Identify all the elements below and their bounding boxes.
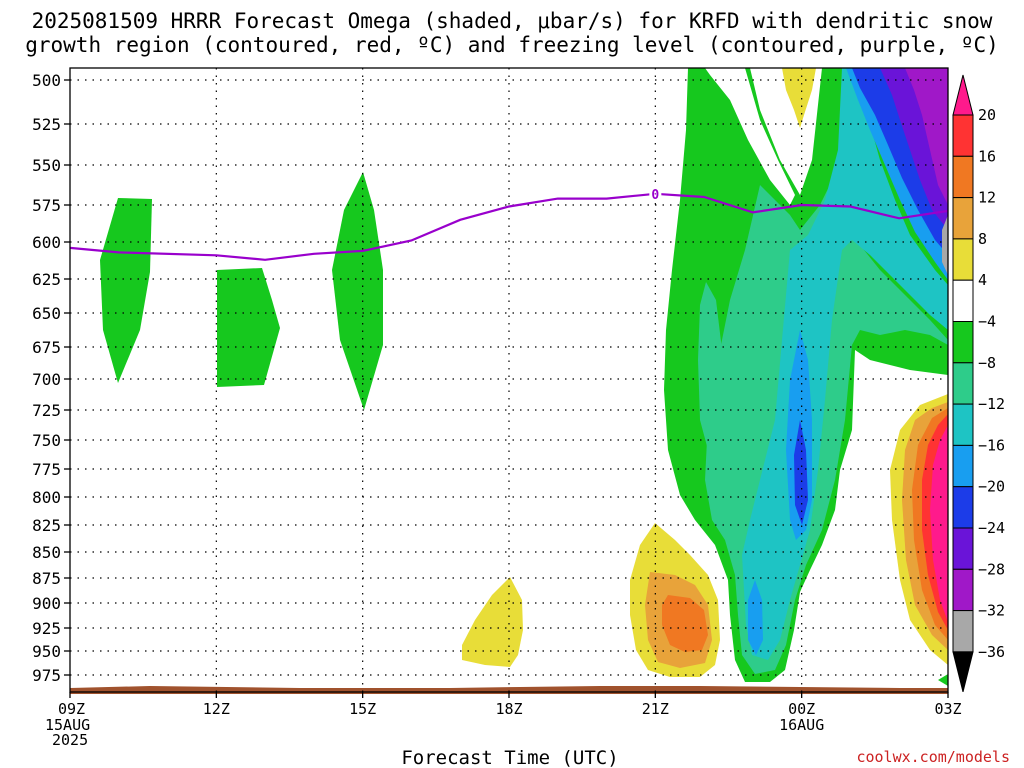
omega-yellow-top [782, 68, 816, 128]
y-tick-label: 750 [32, 431, 61, 450]
colorbar-label: 16 [978, 147, 996, 165]
omega-white-top [705, 68, 795, 205]
x-tick-label: 03Z [934, 700, 961, 718]
colorbar-segment [952, 610, 974, 653]
colorbar-label: 12 [978, 189, 996, 207]
y-tick-label: 775 [32, 460, 61, 479]
omega-magenta-right [930, 425, 948, 622]
colorbar-segment [952, 238, 974, 281]
x-axis-title: Forecast Time (UTC) [401, 747, 618, 768]
omega-green-c [332, 172, 383, 410]
omega-dblue-core [794, 420, 808, 525]
x-tick-date: 16AUG [779, 716, 824, 734]
colorbar-segment [952, 444, 974, 488]
y-tick-label: 650 [32, 304, 61, 323]
omega-gray [942, 215, 948, 275]
y-tick-label: 950 [32, 642, 61, 661]
colorbar-segment [952, 279, 974, 323]
omega-green-a [100, 198, 152, 383]
x-tick-label: 15Z [349, 700, 376, 718]
colorbar-bottom-arrow [952, 651, 974, 693]
y-tick-label: 600 [32, 233, 61, 252]
omega-shaded-fills [70, 68, 948, 694]
y-tick-label: 900 [32, 594, 61, 613]
colorbar-segment [952, 114, 974, 157]
freezing-label-bg [649, 184, 662, 201]
omega-orange-22z [662, 595, 708, 652]
x-tick-label: 00Z [788, 700, 815, 718]
x-tick-date: 15AUG [45, 716, 90, 734]
colorbar-top-arrow [952, 74, 974, 116]
y-tick-label: 500 [32, 71, 61, 90]
colorbar-segment [952, 403, 974, 446]
colorbar-label: −12 [978, 395, 1005, 413]
y-tick-label: 975 [32, 666, 61, 685]
omega-purple-deep [905, 68, 948, 205]
omega-teal-col-22z [698, 282, 724, 450]
y-tick-label: 575 [32, 196, 61, 215]
x-tick-label: 09Z [58, 700, 85, 718]
omega-green-tiny [938, 674, 948, 686]
chart-title-line-1: 2025081509 HRRR Forecast Omega (shaded, … [32, 9, 993, 33]
colorbar-label: 20 [978, 106, 996, 124]
x-tick-label: 12Z [203, 700, 230, 718]
y-tick-label: 825 [32, 516, 61, 535]
colorbar: 20 16 12 8 4 −4 −8 −12 −16 −20 −24 −28 −32 −36 [952, 74, 1005, 693]
colorbar-segment [952, 527, 974, 570]
freezing-level-label: 0 [651, 188, 659, 203]
colorbar-label: −32 [978, 602, 1005, 620]
y-tick-label: 625 [32, 270, 61, 289]
watermark-text: coolwx.com/models [856, 748, 1010, 766]
colorbar-label: −16 [978, 436, 1005, 454]
freezing-level-contour: 0 [69, 184, 949, 261]
y-tick-label: 725 [32, 401, 61, 420]
y-tick-label: 525 [32, 115, 61, 134]
x-tick-year: 2025 [52, 731, 88, 749]
x-tick-label: 18Z [495, 700, 522, 718]
colorbar-label: 4 [978, 271, 987, 289]
y-axis-ticks: 500 525 550 575 600 625 650 675 700 725 750 775 800 8… [32, 71, 70, 685]
x-tick-label: 21Z [642, 700, 669, 718]
colorbar-segment [952, 486, 974, 529]
y-tick-label: 800 [32, 488, 61, 507]
y-tick-label: 700 [32, 370, 61, 389]
colorbar-label: −4 [978, 313, 996, 331]
y-tick-label: 875 [32, 569, 61, 588]
omega-blue-low [748, 580, 763, 655]
freezing-level-line [69, 192, 949, 261]
omega-green-b [217, 268, 280, 387]
colorbar-segment [952, 155, 974, 199]
colorbar-segment [952, 321, 974, 364]
y-tick-label: 675 [32, 338, 61, 357]
colorbar-label: −28 [978, 560, 1005, 578]
colorbar-label: −24 [978, 519, 1005, 537]
chart-title-line-2: growth region (contoured, red, ºC) and f… [25, 33, 999, 57]
y-tick-label: 850 [32, 543, 61, 562]
colorbar-segment [952, 568, 974, 612]
colorbar-label: 8 [978, 230, 987, 248]
omega-yellow-18z [462, 577, 523, 667]
colorbar-segment [952, 197, 974, 240]
colorbar-label: −20 [978, 478, 1005, 496]
colorbar-label: −8 [978, 354, 996, 372]
y-tick-label: 925 [32, 619, 61, 638]
colorbar-label: −36 [978, 643, 1005, 661]
colorbar-segment [952, 362, 974, 405]
y-tick-label: 550 [32, 156, 61, 175]
